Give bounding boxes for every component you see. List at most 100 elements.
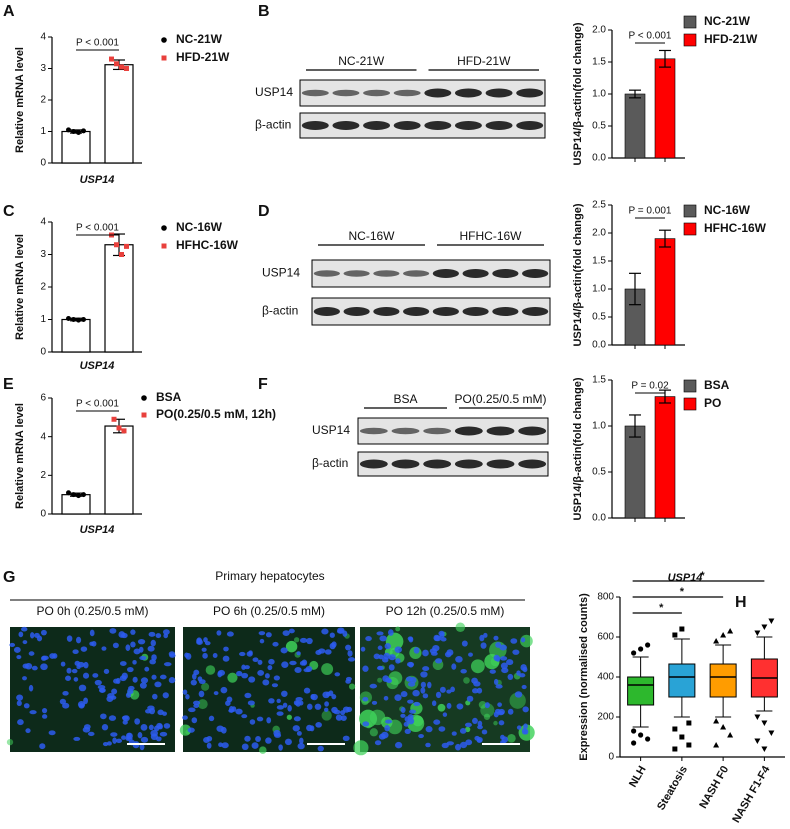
blot-band [423,427,452,435]
chart-title: USP14 [668,572,703,584]
nucleus [501,667,509,674]
nucleus [216,630,222,636]
nucleus [328,690,334,697]
nucleus [65,675,72,681]
nucleus [451,663,457,670]
nucleus [281,661,289,669]
nucleus [100,713,107,720]
nucleus [125,644,131,652]
nucleus [66,635,73,642]
nucleus [276,711,284,716]
nucleus [385,677,392,683]
nucleus [446,689,452,694]
x-axis-label: USP14 [80,174,115,186]
blot-band [454,121,482,130]
nucleus [408,636,414,643]
nucleus [324,649,332,655]
nucleus [89,629,95,637]
p-value: P = 0.001 [629,206,672,217]
nucleus [101,724,109,731]
panel-letter: B [258,3,270,20]
nucleus [287,704,292,712]
y-axis-label: USP14/β-actin(fold change) [572,377,584,520]
nucleus [266,717,272,724]
nucleus [336,629,345,634]
nucleus [420,671,428,678]
nucleus [495,656,501,662]
nucleus [151,654,157,661]
blot-band [393,121,421,130]
nucleus [500,734,505,740]
nucleus [322,691,330,699]
p-value: P < 0.001 [629,31,672,42]
blot-band [343,270,370,277]
nucleus [384,643,391,650]
x-tick-label: Steatosis [655,764,690,812]
nucleus [333,709,341,715]
y-tick-label: 4 [40,431,46,442]
nucleus [202,652,208,659]
nucleus [241,664,246,670]
outlier [761,746,768,752]
nucleus [108,715,117,721]
nucleus [155,633,162,639]
nucleus [204,641,211,646]
nucleus [182,715,188,720]
legend-label: HFD-21W [704,32,758,46]
lipid-signal [493,720,498,726]
outlier [672,726,678,732]
nucleus [331,694,337,700]
nucleus [162,692,169,699]
nucleus [49,653,56,659]
nucleus [394,694,402,701]
nucleus [101,646,107,651]
y-tick-label: 1.0 [592,89,606,100]
legend-marker [161,225,167,231]
nucleus [456,703,464,710]
nucleus [435,691,442,699]
nucleus [112,737,117,744]
nucleus [148,631,156,637]
blot-row-label: USP14 [312,423,350,437]
blot-group-label: NC-16W [348,229,395,243]
outlier [672,746,678,752]
nucleus [248,676,256,683]
legend-label: BSA [704,378,730,392]
nucleus [464,722,472,728]
p-value: P = 0.02 [631,381,669,392]
lipid-signal [470,659,485,674]
nucleus [406,661,415,667]
nucleus [265,737,272,744]
nucleus [284,738,292,746]
y-tick-label: 3 [40,63,46,74]
bar [654,238,676,346]
nucleus [208,715,215,722]
nucleus [144,666,150,672]
data-point [124,243,129,249]
y-tick-label: 4 [40,217,46,228]
significance-label: * [680,586,685,598]
nucleus [265,632,272,638]
legend-label: HFHC-16W [176,238,239,252]
blot-band [313,270,340,277]
box [668,663,696,698]
blot-band [486,459,515,469]
error-bar [659,389,671,404]
data-point [119,252,124,257]
nucleus [190,679,197,686]
y-tick-label: 0.5 [592,467,606,478]
panel-letter: C [3,203,15,220]
nucleus [163,662,172,667]
nucleus [168,677,176,684]
blot-band [391,427,420,435]
nucleus [306,703,313,710]
nucleus [244,692,252,699]
blot-band [454,88,482,98]
nucleus [226,696,233,703]
outlier [720,632,727,638]
outlier [679,734,685,740]
nucleus [23,703,30,709]
outlier [713,718,720,724]
lipid-signal [205,665,216,675]
